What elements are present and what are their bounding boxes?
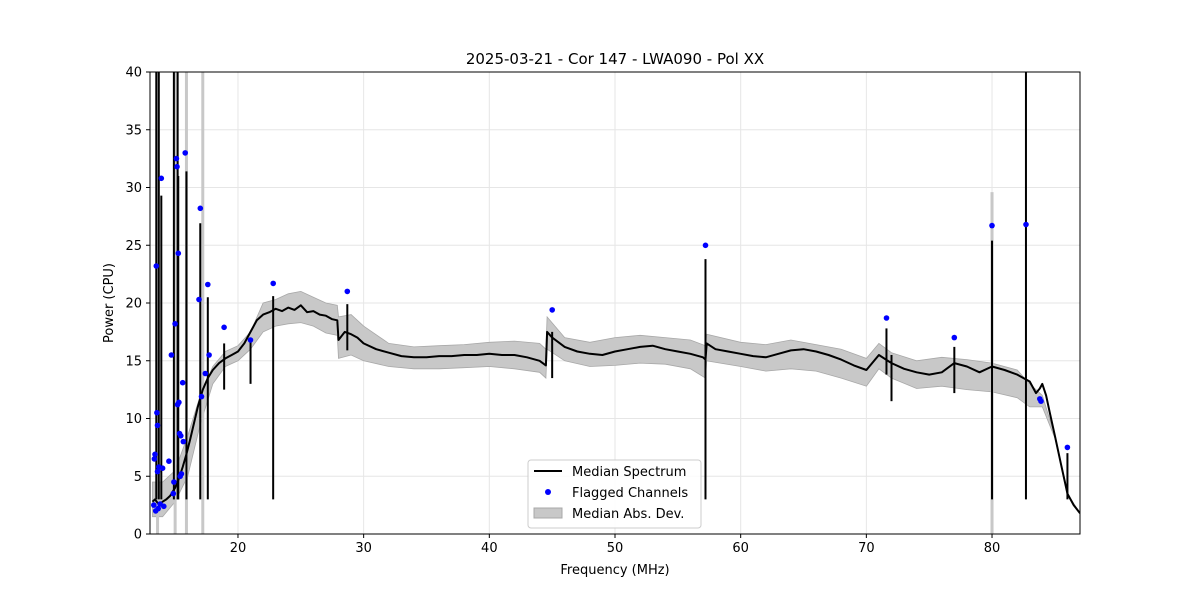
flagged-channel-marker (171, 479, 177, 485)
flagged-channel-marker (549, 307, 555, 313)
flagged-channel-marker (989, 222, 995, 229)
legend-patch-swatch (533, 507, 563, 519)
y-tick-label: 20 (125, 297, 142, 312)
flagged-channel-marker (206, 352, 212, 358)
flagged-markers (151, 150, 1071, 514)
flagged-channel-marker (202, 370, 209, 377)
legend-median-label: Median Spectrum (572, 465, 686, 480)
flagged-channel-marker (158, 175, 165, 182)
flagged-channel-marker (161, 503, 167, 510)
y-tick-label: 35 (125, 123, 142, 138)
median-spectrum-line (151, 304, 1080, 514)
flagged-channel-marker (344, 288, 351, 295)
flagged-channel-marker (197, 205, 204, 212)
legend-mad-label: Median Abs. Dev. (572, 507, 684, 522)
flagged-channel-marker (175, 250, 182, 257)
flagged-channel-marker (221, 324, 227, 331)
flagged-channel-marker (151, 502, 157, 508)
flagged-channel-marker (155, 505, 161, 512)
flagged-channel-marker (205, 281, 211, 288)
flagged-channel-marker (154, 468, 161, 475)
x-tick-label: 80 (984, 541, 1001, 556)
x-tick-label: 60 (732, 541, 749, 556)
flagged-channel-marker (182, 150, 188, 156)
legend-box (527, 459, 702, 529)
x-axis-label: Frequency (MHz) (560, 563, 669, 578)
flagged-channel-marker (172, 321, 178, 327)
chart-title: 2025-03-21 - Cor 147 - LWA090 - Pol XX (466, 50, 764, 68)
flagged-channel-marker (180, 438, 187, 445)
flagged-channel-marker (159, 465, 166, 472)
y-axis-ticks: 0 5 10 15 20 25 30 35 40 (125, 66, 150, 543)
x-tick-label: 20 (230, 541, 247, 556)
y-tick-label: 0 (134, 528, 142, 543)
y-axis-label: Power (CPU) (102, 263, 117, 343)
flagged-channel-marker (1023, 221, 1029, 228)
x-tick-label: 50 (607, 541, 624, 556)
y-tick-label: 40 (125, 66, 142, 81)
flagged-channel-marker (152, 451, 158, 458)
flagged-channel-marker (153, 263, 160, 269)
flagged-channel-marker (270, 280, 277, 287)
flagged-channel-marker (196, 296, 202, 303)
legend-marker-swatch (545, 489, 551, 495)
y-tick-label: 10 (125, 412, 142, 427)
flagged-channel-marker (176, 399, 182, 406)
flagged-channel-marker (1064, 444, 1071, 451)
y-tick-label: 5 (134, 470, 142, 485)
flagged-channel-marker (883, 315, 890, 321)
flagged-channel-marker (198, 393, 205, 400)
flagged-channel-marker (154, 422, 161, 429)
flagged-channel-marker (170, 490, 177, 497)
x-tick-label: 30 (355, 541, 372, 556)
flagged-channel-marker (178, 471, 185, 477)
legend-flagged-label: Flagged Channels (572, 486, 688, 501)
flagged-channel-marker (702, 242, 709, 249)
flagged-channel-marker (247, 337, 254, 343)
x-axis-ticks: 20 30 40 50 60 70 80 (230, 534, 1001, 556)
x-tick-label: 70 (858, 541, 875, 556)
flagged-channel-marker (166, 458, 172, 465)
flagged-channel-marker (168, 352, 175, 358)
flagged-channel-marker (179, 379, 186, 386)
y-tick-label: 25 (125, 239, 142, 254)
legend: Median Spectrum Flagged Channels Median … (527, 459, 702, 529)
x-tick-label: 40 (481, 541, 498, 556)
flagged-channel-marker (151, 456, 158, 462)
flagged-channel-marker (951, 334, 958, 341)
y-tick-label: 15 (125, 354, 142, 369)
flagged-channel-marker (1038, 398, 1044, 405)
flagged-channel-marker (174, 163, 180, 170)
median-line-layer (151, 72, 1080, 514)
y-tick-label: 30 (125, 181, 142, 196)
flagged-channel-marker (154, 409, 160, 416)
flagged-channel-marker (173, 155, 180, 162)
flagged-channel-marker (178, 433, 184, 439)
